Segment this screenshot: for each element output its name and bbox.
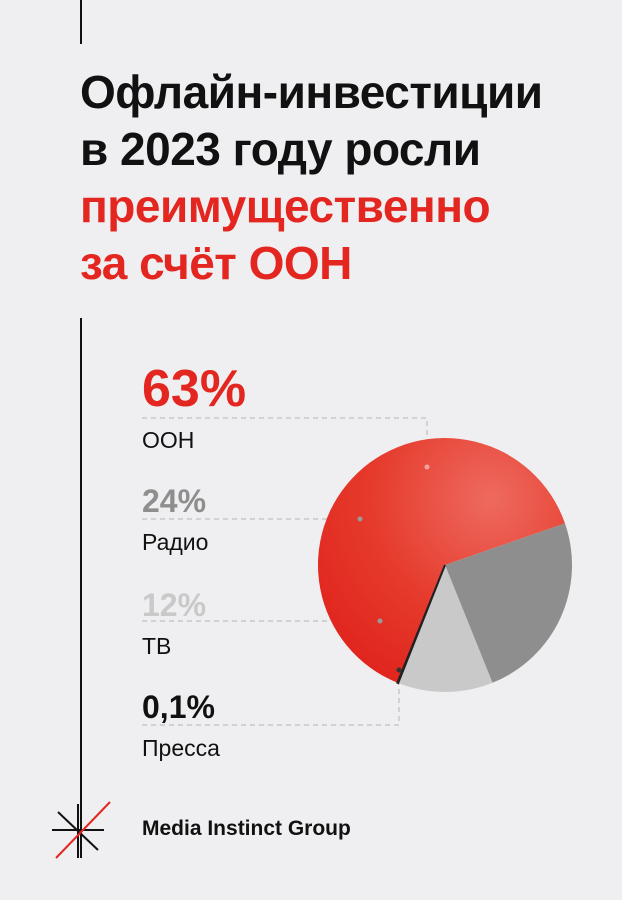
page-title: Офлайн-инвестиции в 2023 году росли преи…	[80, 64, 543, 292]
title-line-4: за счёт ООН	[80, 237, 352, 289]
connector-dot-2	[357, 516, 363, 522]
stat-radio: 24% Радио	[142, 485, 208, 554]
slice-category-label: Радио	[142, 529, 209, 555]
stat-press: 0,1% Пресса	[142, 691, 220, 760]
slice-value-label: 24%	[142, 483, 207, 519]
side-divider-line	[80, 318, 82, 858]
title-line-3: преимущественно	[80, 180, 491, 232]
connector-dot-3	[377, 618, 383, 624]
slice-value-label: 12%	[142, 587, 207, 623]
stat-tv: 12% ТВ	[142, 589, 206, 658]
slice-category-label: Пресса	[142, 735, 220, 761]
pie-slice-4	[396, 564, 446, 685]
title-line-2: в 2023 году росли	[80, 123, 481, 175]
slice-value-label: 63%	[142, 360, 247, 418]
connector-dot-4	[396, 667, 402, 673]
slice-category-label: ТВ	[142, 633, 172, 659]
top-divider-line	[80, 0, 82, 44]
connector-line-4	[142, 670, 400, 726]
pie-slice-3	[398, 565, 493, 692]
stat-oon: 63% ООН	[142, 363, 246, 452]
connector-dot-1	[424, 464, 430, 470]
pie-slice-2	[445, 523, 572, 683]
brand-name: Media Instinct Group	[142, 817, 351, 840]
slice-value-label: 0,1%	[142, 689, 215, 725]
slice-category-label: ООН	[142, 427, 195, 453]
title-line-1: Офлайн-инвестиции	[80, 66, 543, 118]
asterisk-logo-icon	[52, 801, 111, 859]
